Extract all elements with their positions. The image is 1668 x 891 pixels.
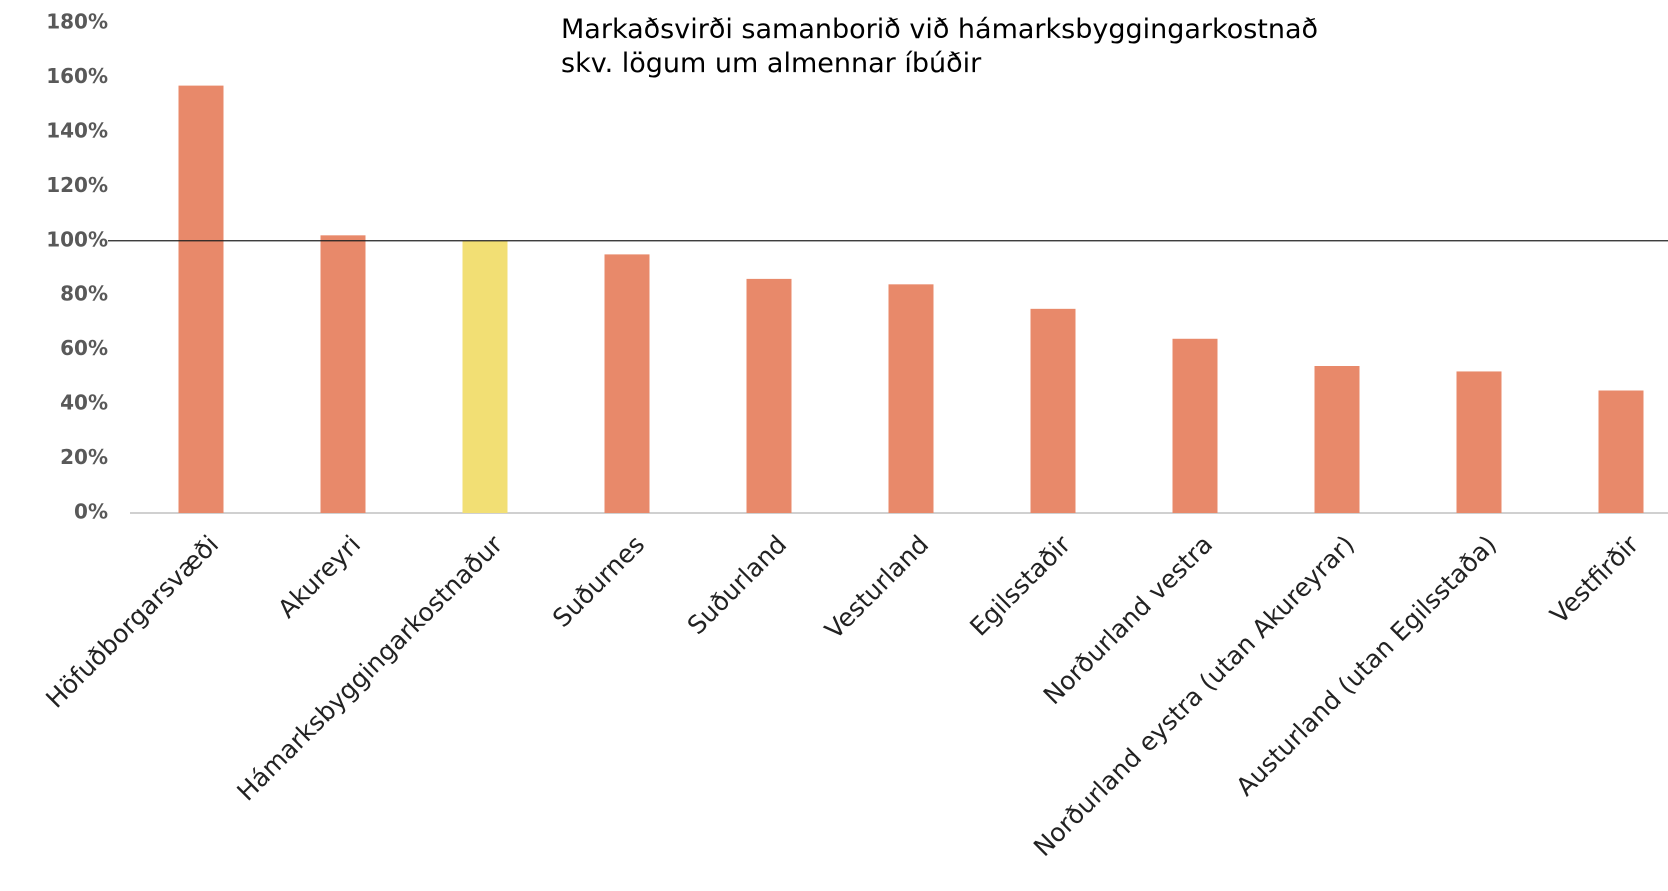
x-tick-label: Vestfirðir: [1545, 529, 1645, 629]
y-tick-label: 180%: [46, 10, 108, 34]
y-tick-label: 100%: [46, 227, 108, 251]
bar: [746, 278, 792, 513]
y-tick-label: 160%: [46, 64, 108, 88]
bar: [178, 85, 224, 513]
bar: [1030, 308, 1076, 513]
x-tick-label: Höfuðborgarsvæði: [40, 530, 224, 714]
x-tick-label: Austurland (utan Egilsstaða): [1230, 530, 1502, 802]
y-tick-label: 120%: [46, 173, 108, 197]
x-tick-label: Hámarksbyggingarkostnaður: [231, 529, 508, 806]
y-tick-label: 0%: [74, 500, 108, 524]
x-tick-label: Suðurland: [682, 530, 792, 640]
x-tick-label: Norðurland eystra (utan Akureyrar): [1028, 530, 1360, 862]
x-tick-label: Suðurnes: [547, 530, 650, 633]
y-tick-label: 20%: [60, 445, 108, 469]
chart-subtitle: skv. lögum um almennar íbúðir: [561, 48, 982, 79]
y-tick-label: 40%: [60, 391, 108, 415]
bar: [888, 284, 934, 513]
x-tick-label: Vesturland: [819, 530, 934, 645]
bar: [1314, 366, 1360, 513]
bar: [1598, 390, 1644, 513]
bar: [1172, 338, 1218, 513]
x-tick-label: Akureyri: [272, 530, 366, 624]
bar: [462, 240, 508, 513]
bar: [604, 254, 650, 513]
bar: [320, 235, 366, 514]
y-tick-label: 140%: [46, 118, 108, 142]
y-tick-label: 80%: [60, 282, 108, 306]
chart-title: Markaðsvirði samanborið við hámarksbyggi…: [561, 14, 1318, 45]
y-tick-label: 60%: [60, 336, 108, 360]
bar: [1456, 371, 1502, 513]
x-tick-label: Egilsstaðir: [964, 529, 1076, 641]
